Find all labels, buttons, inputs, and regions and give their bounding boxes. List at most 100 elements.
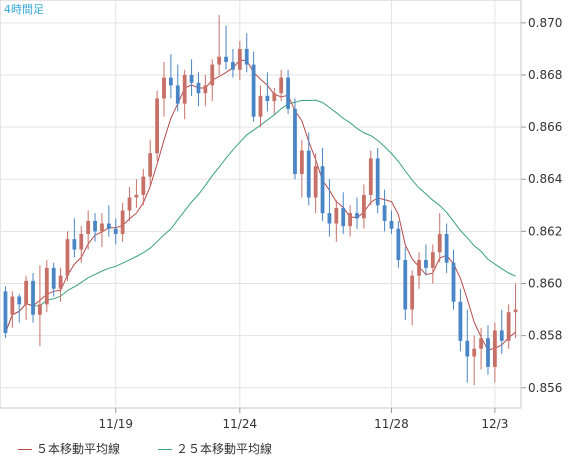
- candle: [168, 54, 173, 99]
- candle: [65, 231, 70, 281]
- ma5-label: ５本移動平均線: [36, 442, 121, 456]
- candle: [492, 322, 497, 383]
- candle: [513, 283, 518, 339]
- candle: [38, 265, 42, 347]
- candle: [120, 202, 125, 242]
- candle-body: [217, 56, 222, 65]
- candle-body: [189, 74, 194, 83]
- candle: [10, 291, 15, 328]
- candle-body: [293, 108, 297, 175]
- candle-body: [155, 98, 159, 154]
- candle-body: [72, 239, 77, 250]
- candle-body: [286, 77, 290, 109]
- y-tick-label: 0.858: [528, 329, 562, 343]
- candle: [279, 69, 284, 102]
- candle-body: [93, 220, 97, 232]
- candle: [224, 25, 228, 70]
- candle-body: [231, 61, 235, 70]
- ma5-swatch: [18, 449, 32, 450]
- candle-body: [224, 56, 228, 62]
- candle: [44, 260, 49, 313]
- candle-body: [327, 213, 332, 224]
- y-tick-label: 0.862: [528, 224, 562, 238]
- candle: [486, 325, 490, 375]
- candle: [451, 249, 456, 310]
- y-tick-label: 0.870: [528, 16, 562, 30]
- candle: [403, 247, 408, 320]
- candle-body: [458, 301, 463, 341]
- candle: [355, 197, 359, 229]
- candle: [375, 147, 380, 214]
- y-tick-label: 0.864: [528, 172, 562, 186]
- candle: [141, 168, 146, 206]
- grid-lines: [0, 0, 521, 408]
- candle-body: [86, 220, 91, 234]
- candle-body: [100, 223, 104, 232]
- candle-body: [341, 207, 346, 227]
- candle-body: [506, 312, 511, 341]
- candle: [31, 273, 35, 323]
- candle: [437, 213, 442, 263]
- candle: [410, 270, 415, 326]
- candle-body: [437, 233, 442, 253]
- candle-body: [210, 64, 215, 86]
- candle-body: [113, 228, 118, 234]
- candle: [251, 51, 256, 122]
- candle-body: [24, 280, 29, 305]
- candle-body: [320, 166, 325, 214]
- candle-body: [444, 233, 449, 263]
- candle-body: [265, 95, 270, 102]
- candle: [479, 327, 483, 370]
- candle: [389, 210, 394, 234]
- candle: [299, 140, 304, 198]
- candle: [17, 293, 22, 323]
- candle-body: [424, 260, 428, 268]
- candle: [134, 179, 139, 208]
- candle-body: [134, 194, 139, 198]
- candle: [458, 288, 463, 352]
- plot-area: [0, 0, 522, 409]
- candle-body: [58, 275, 63, 289]
- legend-item-ma25: ２５本移動平均線: [158, 440, 272, 457]
- candle-body: [403, 260, 408, 310]
- candle-body: [465, 340, 470, 357]
- ma5-line: [4, 59, 516, 351]
- candle-body: [348, 213, 353, 227]
- candle: [155, 90, 159, 161]
- candle-body: [472, 348, 477, 357]
- candle: [382, 189, 387, 232]
- candle: [313, 153, 318, 214]
- candle: [334, 200, 339, 242]
- candle-body: [203, 85, 208, 94]
- candle: [293, 98, 297, 180]
- candle: [182, 69, 187, 120]
- x-tick-label: 12/3: [481, 417, 508, 431]
- candle-body: [182, 74, 187, 104]
- candle: [237, 41, 242, 81]
- candle-body: [251, 64, 256, 117]
- y-tick-label: 0.868: [528, 68, 562, 82]
- candle: [58, 267, 63, 302]
- legend: ５本移動平均線 ２５本移動平均線: [0, 432, 574, 462]
- candle: [24, 275, 29, 320]
- candle-body: [313, 166, 318, 198]
- candle-body: [106, 223, 111, 229]
- candle: [327, 179, 332, 237]
- candle-body: [127, 197, 132, 211]
- candle-body: [168, 77, 173, 86]
- candle-body: [499, 330, 504, 341]
- candle-body: [486, 338, 490, 367]
- candle: [86, 210, 91, 250]
- candle-body: [175, 85, 180, 104]
- candle: [148, 140, 153, 188]
- candle-body: [237, 48, 242, 70]
- candle: [348, 205, 353, 237]
- candle: [231, 48, 235, 78]
- legend-item-ma5: ５本移動平均線: [18, 440, 120, 457]
- candle: [79, 226, 84, 263]
- y-tick-label: 0.856: [528, 381, 562, 395]
- candle: [93, 213, 97, 242]
- candle-body: [148, 153, 153, 177]
- candle: [217, 15, 222, 75]
- candle-body: [430, 252, 435, 268]
